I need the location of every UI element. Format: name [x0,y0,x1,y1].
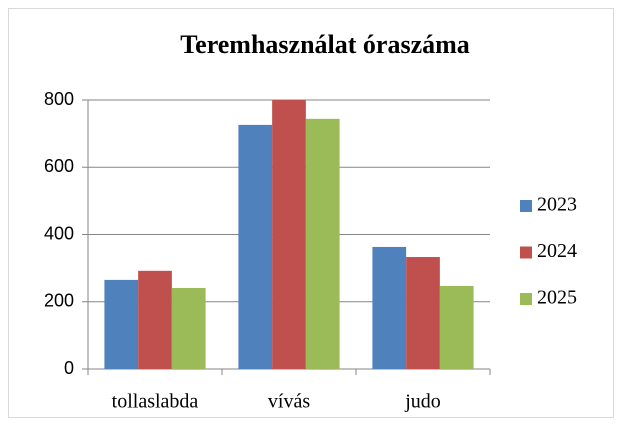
legend-label: 2023 [537,194,577,216]
chart-title: Teremhasználat óraszáma [180,30,470,59]
bar [171,287,206,369]
y-tick-label: 600 [44,156,74,176]
bar [305,118,340,369]
x-tick-label: judo [404,391,441,413]
bar [439,285,474,369]
y-tick-label: 200 [44,291,74,311]
y-tick-label: 800 [44,89,74,109]
bar [406,257,440,369]
legend-label: 2025 [537,287,577,309]
x-tick-label: tollaslabda [112,391,199,413]
y-tick-label: 400 [44,223,74,243]
legend-swatch [520,200,532,212]
legend-label: 2024 [537,240,577,262]
legend-swatch [520,293,532,305]
bar [272,100,306,369]
x-tick-label: vívás [268,391,310,413]
bar [138,270,172,369]
bar [104,279,139,369]
bar [372,246,407,369]
legend-swatch [520,246,532,259]
bar [238,124,273,369]
y-tick-label: 0 [64,358,74,378]
